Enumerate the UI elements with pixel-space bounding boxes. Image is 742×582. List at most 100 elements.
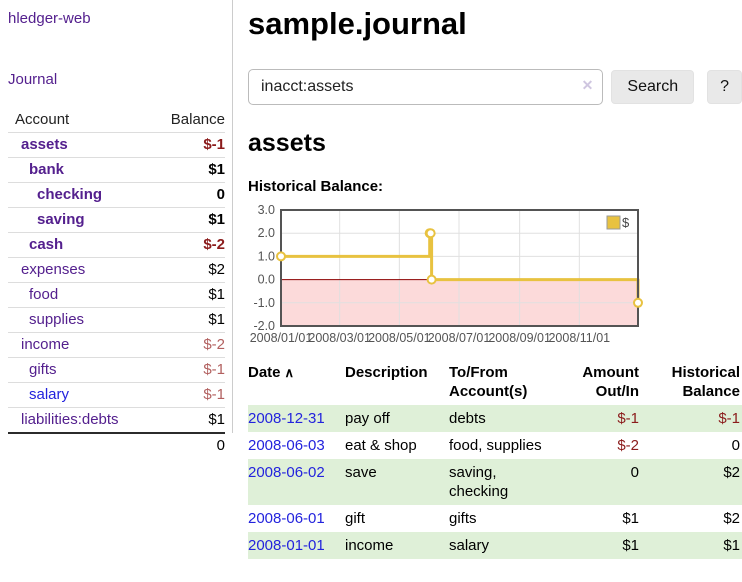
transaction-description: eat & shop [345, 437, 417, 454]
main-content: sample.journal ✕ Search ? assets Histori… [248, 0, 742, 559]
search-button[interactable]: Search [611, 70, 695, 104]
chart-heading: Historical Balance: [248, 178, 384, 195]
svg-text:-1.0: -1.0 [253, 296, 275, 310]
register-header-amount: Amount Out/In [582, 364, 639, 400]
accounts-header-row: Account Balance [8, 108, 225, 133]
svg-text:2.0: 2.0 [258, 226, 275, 240]
transaction-description: pay off [345, 405, 449, 432]
accounts-header-balance: Balance [170, 111, 225, 128]
transaction-date-link[interactable]: 2008-12-31 [248, 410, 325, 427]
account-row: checking 0 [8, 182, 225, 208]
brand-link[interactable]: hledger-web [8, 10, 91, 27]
account-link-checking[interactable]: checking [37, 186, 103, 203]
account-balance: 0 [163, 182, 225, 208]
account-row: bank $1 [8, 157, 225, 183]
table-row: 2008-01-01 income salary $1 $1 [248, 532, 742, 559]
account-link-saving[interactable]: saving [37, 211, 85, 228]
account-link-salary[interactable]: salary [29, 386, 70, 403]
account-link-expenses[interactable]: expenses [21, 261, 86, 278]
account-balance: $1 [163, 282, 225, 308]
accounts-total-row: 0 [8, 432, 225, 458]
transaction-date-link[interactable]: 2008-06-03 [248, 437, 325, 454]
register-header-balance: Historical Balance [671, 364, 740, 400]
account-heading: assets [248, 129, 326, 157]
account-row: income $-2 [8, 332, 225, 358]
account-link-food[interactable]: food [29, 286, 59, 303]
account-row: liabilities:debts $1 [8, 407, 225, 433]
account-row: saving $1 [8, 207, 225, 233]
account-link-cash[interactable]: cash [29, 236, 64, 253]
account-balance: $1 [163, 407, 225, 433]
sidebar-item-journal[interactable]: Journal [8, 71, 58, 88]
account-link-supplies[interactable]: supplies [29, 311, 85, 328]
transaction-amount: 0 [557, 459, 641, 505]
account-row: cash $-2 [8, 232, 225, 258]
account-row: assets $-1 [8, 132, 225, 158]
account-balance: $1 [163, 307, 225, 333]
account-link-liabilities-debts[interactable]: liabilities:debts [21, 411, 119, 428]
table-row: 2008-12-31 pay off debts $-1 $-1 [248, 405, 742, 432]
svg-text:2008/01/01: 2008/01/01 [250, 331, 313, 345]
transaction-balance: $-1 [641, 405, 742, 432]
account-link-gifts[interactable]: gifts [29, 361, 57, 378]
transaction-amount: $-1 [557, 405, 641, 432]
sort-asc-icon: ∧ [284, 365, 295, 380]
chart-canvas[interactable]: 3.0 2.0 1.0 0.0 -1.0 -2.02008/01/012008/03/01… [248, 203, 650, 345]
svg-text:1.0: 1.0 [258, 249, 275, 263]
account-link-bank[interactable]: bank [29, 161, 65, 178]
transaction-description: income [345, 532, 449, 559]
account-balance: $-1 [163, 357, 225, 383]
svg-text:2008/05/01: 2008/05/01 [368, 331, 431, 345]
register-table: Date ∧ Description To/From Account(s) Amo… [248, 361, 742, 559]
svg-text:2008/07/01: 2008/07/01 [428, 331, 491, 345]
transaction-accounts: salary [449, 532, 557, 559]
accounts-header-account: Account [15, 111, 70, 128]
transaction-amount: $-2 [617, 437, 639, 454]
account-link-income[interactable]: income [21, 336, 70, 353]
account-row: salary $-1 [8, 382, 225, 408]
transaction-amount: $1 [557, 532, 641, 559]
register-header-row: Date ∧ Description To/From Account(s) Amo… [248, 361, 742, 405]
transaction-balance: 0 [731, 437, 740, 454]
transaction-accounts: food, supplies [449, 437, 542, 454]
help-button[interactable]: ? [707, 70, 742, 104]
transaction-date-link[interactable]: 2008-06-02 [248, 464, 325, 481]
register-header-date[interactable]: Date ∧ [248, 364, 295, 381]
transaction-balance: $1 [641, 532, 742, 559]
transaction-balance: $2 [723, 510, 740, 527]
svg-text:0.0: 0.0 [258, 273, 275, 287]
transaction-date-link[interactable]: 2008-01-01 [248, 537, 325, 554]
account-balance: $-1 [163, 382, 225, 408]
account-balance: $2 [163, 257, 225, 283]
transaction-accounts: saving, checking [449, 459, 557, 505]
account-balance: $-1 [163, 132, 225, 158]
transaction-accounts: debts [449, 405, 557, 432]
search-bar: ✕ Search ? [248, 69, 742, 105]
register-header-accounts: To/From Account(s) [449, 364, 528, 400]
account-row: food $1 [8, 282, 225, 308]
transaction-description: gift [345, 510, 366, 527]
svg-text:2008/09/01: 2008/09/01 [488, 331, 551, 345]
transaction-description: save [345, 459, 449, 505]
register-header-description: Description [345, 364, 428, 381]
historical-balance-chart[interactable]: 3.0 2.0 1.0 0.0 -1.0 -2.0 2008/01/01 2008/03/01… [248, 203, 650, 345]
transaction-date-link[interactable]: 2008-06-01 [248, 510, 325, 527]
svg-text:2008/11/01: 2008/11/01 [548, 331, 610, 345]
account-row: expenses $2 [8, 257, 225, 283]
svg-text:-2.0: -2.0 [253, 319, 275, 333]
page-title: sample.journal [248, 6, 467, 41]
accounts-total-value: 0 [163, 432, 225, 458]
account-row: supplies $1 [8, 307, 225, 333]
search-input[interactable] [248, 69, 604, 105]
account-balance: $-2 [163, 232, 225, 258]
sidebar: hledger-web Journal Account Balance asse… [0, 0, 233, 458]
svg-text:3.0: 3.0 [258, 203, 275, 217]
account-balance: $1 [163, 157, 225, 183]
account-link-assets[interactable]: assets [21, 136, 68, 153]
account-row: gifts $-1 [8, 357, 225, 383]
table-row: 2008-06-01 gift gifts $1 $2 [248, 505, 742, 532]
table-row: 2008-06-02 save saving, checking 0 $2 [248, 459, 742, 505]
clear-search-icon[interactable]: ✕ [581, 77, 594, 93]
transaction-amount: $1 [622, 510, 639, 527]
table-row: 2008-06-03 eat & shop food, supplies $-2… [248, 432, 742, 459]
